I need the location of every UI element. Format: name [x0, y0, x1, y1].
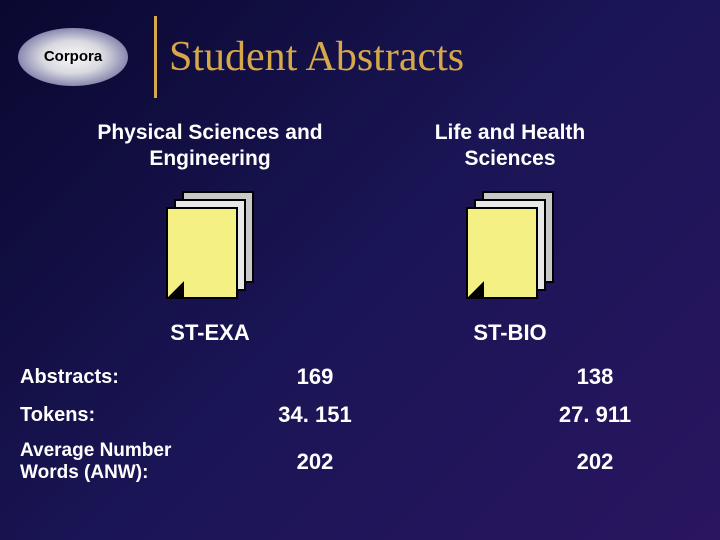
row-value: 202 [200, 449, 430, 475]
row-value: 34. 151 [200, 402, 430, 428]
doc-icon-front [166, 207, 238, 299]
corpus-label: ST-BIO [473, 320, 546, 346]
doc-icon-front [466, 207, 538, 299]
slide-header: Corpora Student Abstracts [0, 0, 720, 95]
table-row: Average Number Words (ANW): 202 202 [20, 440, 720, 486]
column-physical-sciences: Physical Sciences and Engineering ST-EXA [95, 120, 325, 346]
row-value: 138 [480, 364, 710, 390]
document-stack-icon [466, 191, 554, 301]
corpus-label: ST-EXA [170, 320, 249, 346]
slide-title: Student Abstracts [169, 33, 464, 81]
table-row: Abstracts: 169 138 [20, 364, 720, 390]
document-stack-icon [166, 191, 254, 301]
row-value: 169 [200, 364, 430, 390]
row-label: Average Number Words (ANW): [20, 440, 200, 486]
badge-label: Corpora [44, 48, 102, 65]
column-life-health: Life and Health Sciences ST-BIO [395, 120, 625, 346]
row-value: 202 [480, 449, 710, 475]
row-label: Tokens: [20, 403, 200, 427]
row-label: Abstracts: [20, 365, 200, 389]
column-header: Life and Health Sciences [395, 120, 625, 173]
data-table: Abstracts: 169 138 Tokens: 34. 151 27. 9… [0, 364, 720, 486]
columns-container: Physical Sciences and Engineering ST-EXA… [0, 120, 720, 346]
table-row: Tokens: 34. 151 27. 911 [20, 402, 720, 428]
row-value: 27. 911 [480, 402, 710, 428]
column-header: Physical Sciences and Engineering [95, 120, 325, 173]
corpora-badge: Corpora [18, 28, 128, 86]
header-divider [154, 16, 157, 98]
